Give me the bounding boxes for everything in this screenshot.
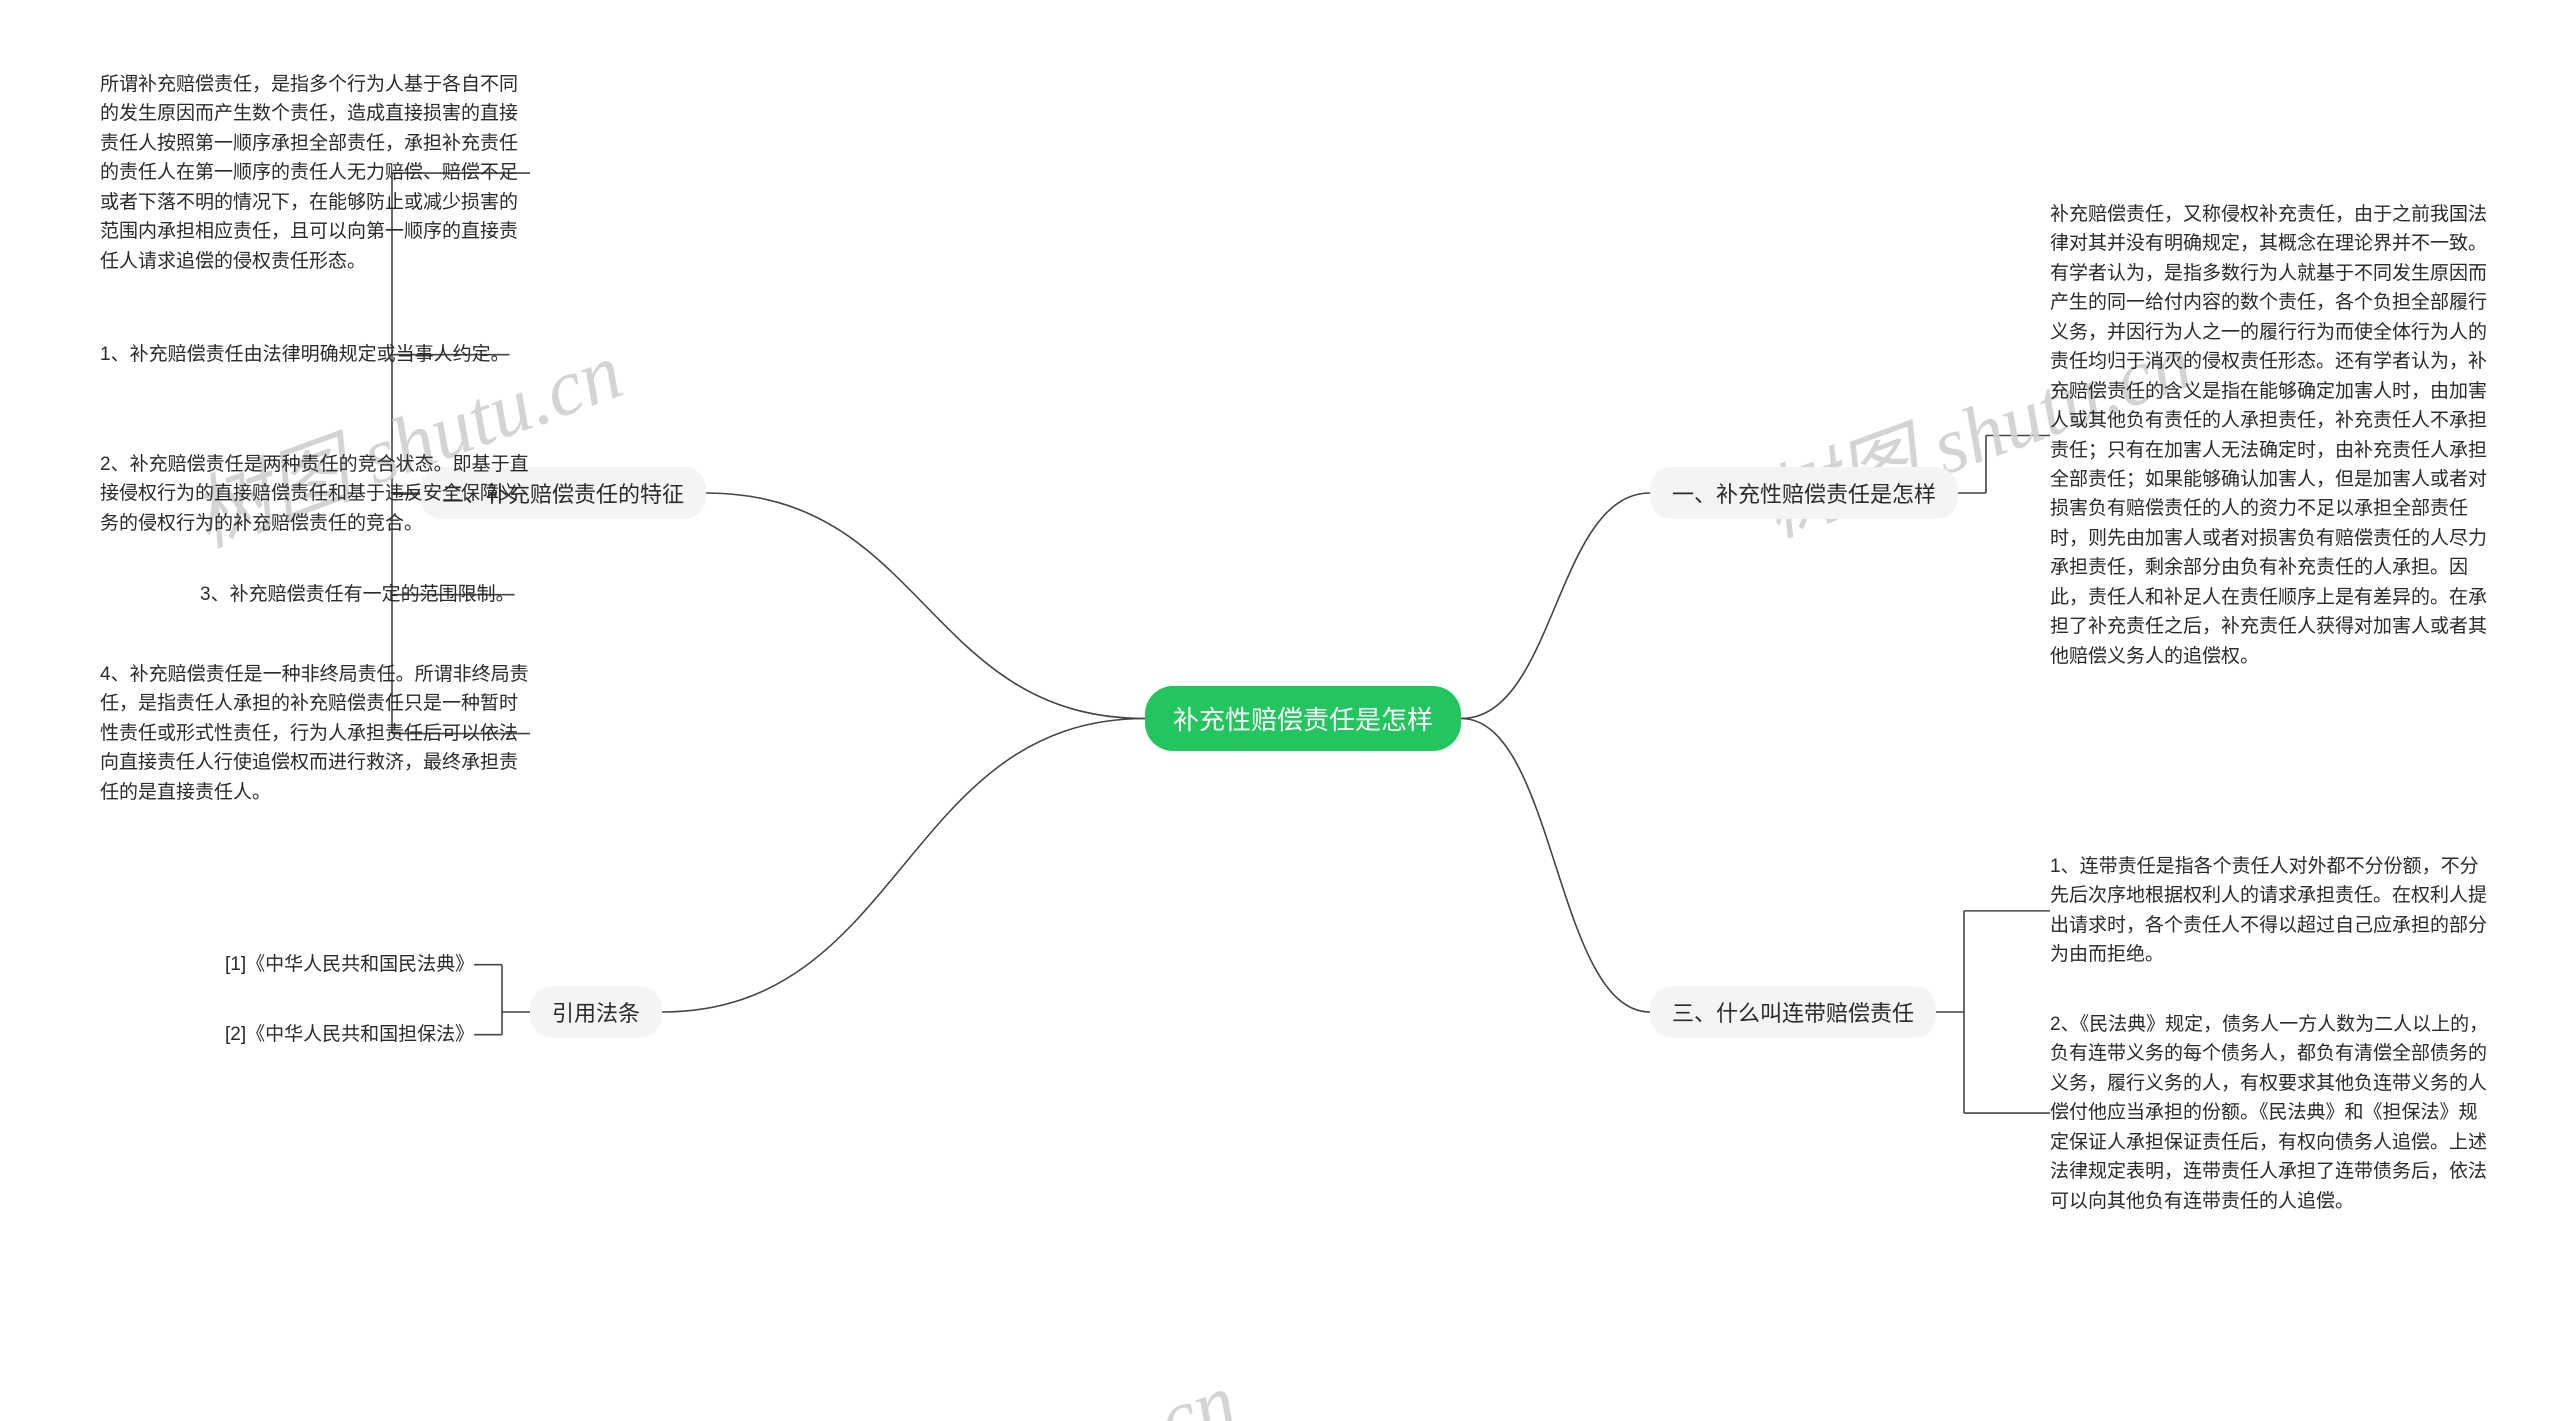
leaf-node: [1]《中华人民共和国民法典》	[225, 950, 474, 979]
watermark: .cn	[1127, 1356, 1248, 1421]
leaf-node: 2、《民法典》规定，债务人一方人数为二人以上的，负有连带义务的每个债务人，都负有…	[2050, 1010, 2490, 1216]
central-node: 补充性赔偿责任是怎样	[1145, 686, 1461, 751]
leaf-node: [2]《中华人民共和国担保法》	[225, 1020, 474, 1049]
leaf-node: 所谓补充赔偿责任，是指多个行为人基于各自不同的发生原因而产生数个责任，造成直接损…	[100, 70, 530, 276]
leaf-node: 1、补充赔偿责任由法律明确规定或当事人约定。	[100, 340, 510, 369]
leaf-node: 补充赔偿责任，又称侵权补充责任，由于之前我国法律对其并没有明确规定，其概念在理论…	[2050, 200, 2490, 671]
branch-node-right1: 一、补充性赔偿责任是怎样	[1650, 467, 1958, 519]
branch-node-left2: 引用法条	[530, 986, 662, 1038]
leaf-node: 2、补充赔偿责任是两种责任的竞合状态。即基于直接侵权行为的直接赔偿责任和基于违反…	[100, 450, 530, 538]
branch-node-right2: 三、什么叫连带赔偿责任	[1650, 986, 1936, 1038]
mindmap-canvas: 树图 shutu.cn树图 shutu.cn.cn补充性赔偿责任是怎样一、补充性…	[0, 0, 2560, 1421]
leaf-node: 4、补充赔偿责任是一种非终局责任。所谓非终局责任，是指责任人承担的补充赔偿责任只…	[100, 660, 530, 807]
leaf-node: 1、连带责任是指各个责任人对外都不分份额，不分先后次序地根据权利人的请求承担责任…	[2050, 852, 2490, 970]
leaf-node: 3、补充赔偿责任有一定的范围限制。	[200, 580, 515, 609]
